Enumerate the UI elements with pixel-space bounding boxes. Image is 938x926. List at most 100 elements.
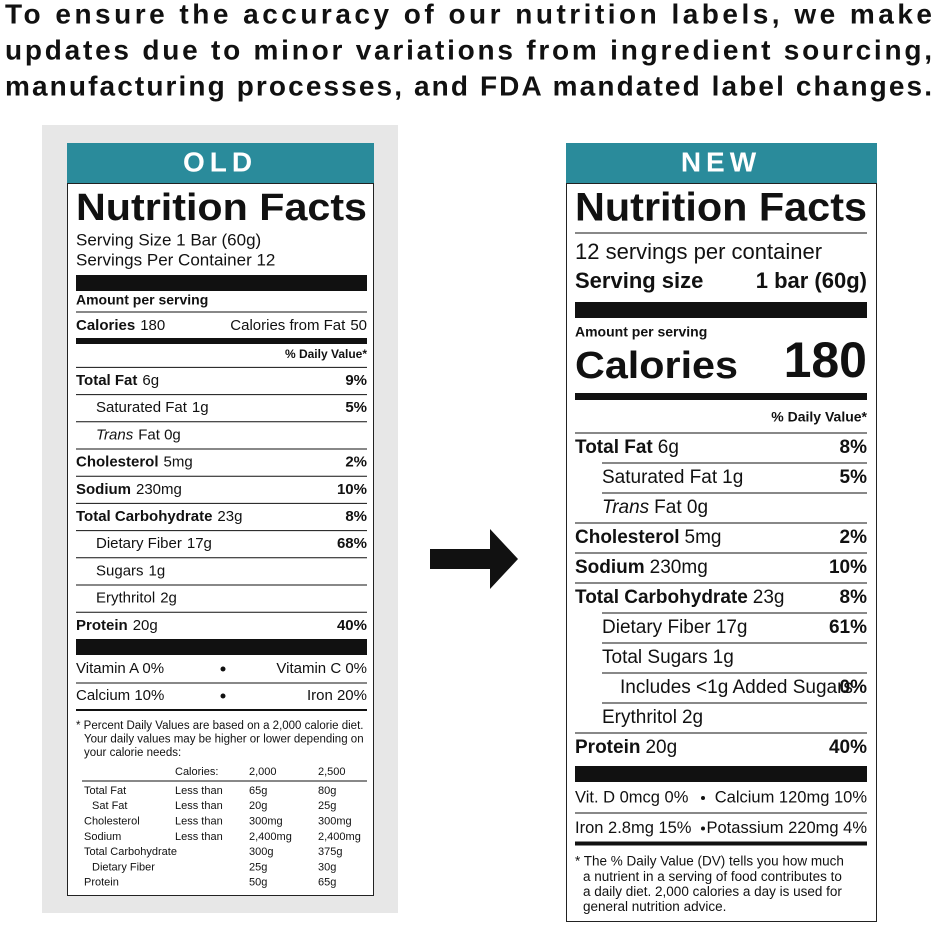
bullet [701,826,705,831]
nutrient: Sodium 230mg [575,557,708,578]
nutrient-name: Erythritol [602,707,677,728]
daily-value: 9% [345,372,367,389]
table-value: 65g [249,785,267,797]
nutrient-name: Trans [602,497,650,518]
nutrient-amount: 5mg [685,527,722,548]
old-tag: OLD [183,146,257,177]
vitamin: Calcium 120mg 10% [715,788,868,806]
new-tag: NEW [681,146,761,177]
thick-bar [76,639,367,655]
table-header: Calories: [175,766,218,778]
nutrient-amount: 1g [192,399,209,416]
table-value: 30g [318,861,336,873]
nutrient: Saturated Fat 1g [602,467,743,488]
daily-value: 68% [337,535,367,552]
vitamin: Vitamin C 0% [276,660,367,677]
nutrient-name: Total Fat [76,372,137,389]
nutrient-name: Includes <1g Added Sugars [620,677,853,698]
nutrient-name: Sodium [575,557,645,578]
table-name: Protein [84,877,119,889]
daily-value: 5% [840,467,868,488]
footnote: general nutrition advice. [583,899,726,914]
nutrient-amount: 1g [713,647,734,668]
daily-value: 0% [840,677,868,698]
nutrient: Erythritol 2g [96,590,177,607]
thick-bar [76,338,367,344]
calories-label: Calories [76,317,135,334]
nutrient-name: Total Carbohydrate [76,508,212,525]
amount-per-serving: Amount per serving [76,292,208,308]
nutrient-name: Trans [96,426,134,443]
nutrient-name: Sodium [76,481,131,498]
serving-size-value: 1 bar (60g) [756,268,867,293]
nutrient-name: Total Sugars [602,647,708,668]
table-value: 25g [249,861,267,873]
daily-value: 8% [840,437,868,458]
nutrient: Total Carbohydrate 23g [575,587,784,608]
nutrient-amount: 6g [142,372,159,389]
nutrient: Sodium 230mg [76,481,182,498]
vitamin: Calcium 10% [76,687,164,704]
table-limit: Less than [175,785,223,797]
nutrient-amount: 230mg [650,557,708,578]
nutrient: Total Fat 6g [575,437,679,458]
footnote: a daily diet. 2,000 calories a day is us… [583,884,842,899]
thick-bar [575,393,867,400]
nutrient: Includes <1g Added Sugars [620,677,853,698]
thick-bar [76,275,367,291]
new-title: Nutrition Facts [575,186,867,230]
calories-label: Calories [575,345,738,387]
table-limit: Less than [175,831,223,843]
fat-label: Calories from Fat [230,317,346,334]
nutrient-name: Dietary Fiber [96,535,182,552]
table-value: 300mg [318,816,352,828]
nutrient-name: Protein [575,737,640,758]
daily-value: 2% [840,527,868,548]
nutrient-amount: 5mg [164,454,193,471]
calories-value: 180 [784,332,867,388]
table-value: 25g [318,800,336,812]
nutrient: Total Sugars 1g [602,647,734,668]
thick-bar [575,766,867,782]
nutrient: Trans Fat 0g [602,497,708,518]
old-label [67,183,374,896]
nutrient-name: Total Fat [575,437,653,458]
amount-per-serving: Amount per serving [575,324,707,340]
table-value: 50g [249,877,267,889]
vitamin: Iron 20% [307,687,367,704]
nutrient-name: Total Carbohydrate [575,587,748,608]
table-value: 2,400mg [318,831,361,843]
nutrient: Dietary Fiber 17g [602,617,747,638]
nutrient: Erythritol 2g [602,707,703,728]
nutrient-name: Sugars [96,562,144,579]
nutrient-amount: 17g [187,535,212,552]
table-header: 2,000 [249,766,277,778]
nutrient: Sugars 1g [96,562,165,579]
footnote: Your daily values may be higher or lower… [84,734,364,746]
nutrient-name: Dietary Fiber [602,617,711,638]
fat-value: 50 [350,317,367,334]
new-tag-bg [566,143,877,184]
nutrient: Dietary Fiber 17g [96,535,212,552]
table-value: 65g [318,877,336,889]
daily-value: 8% [840,587,868,608]
nutrient: Cholesterol 5mg [76,454,193,471]
dv-header: % Daily Value* [285,347,367,361]
nutrient-amount: 17g [716,617,748,638]
vitamin: Potassium 220mg 4% [707,819,868,837]
arrow [430,529,518,589]
vitamin: Vit. D 0mcg 0% [575,788,689,806]
serving-size: Serving Size 1 Bar (60g) [76,230,261,249]
nutrient-name: Erythritol [96,590,155,607]
nutrient: Protein 20g [76,617,158,634]
old-tag-bg [67,143,374,184]
calories-value: 180 [140,317,165,334]
nutrient-name: Saturated Fat [602,467,718,488]
nutrient-amount: Fat 0g [138,426,181,443]
nutrient-amount: 23g [753,587,785,608]
nutrient-amount: 2g [682,707,703,728]
serving-size-label: Serving size [575,268,703,293]
nutrient: Protein 20g [575,737,677,758]
heading-line: manufacturing processes, and FDA mandate… [5,70,932,101]
